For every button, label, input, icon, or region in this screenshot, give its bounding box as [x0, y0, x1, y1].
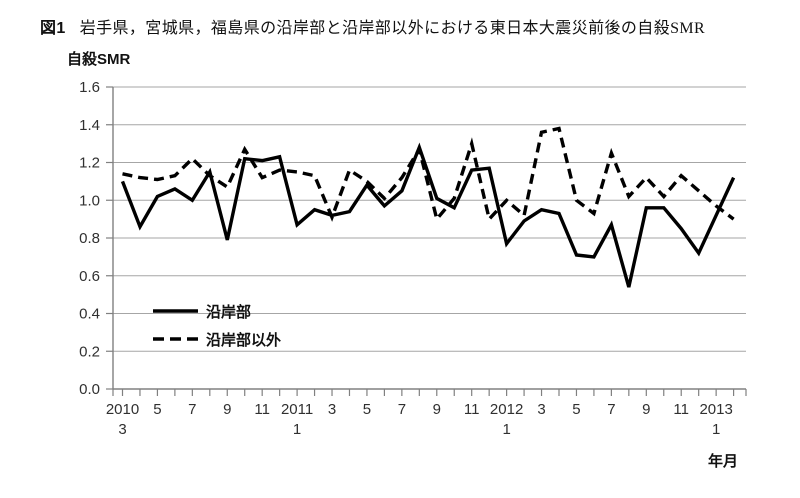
y-tick-label: 0.8 — [79, 230, 100, 247]
x-tick-label-year: 2010 — [106, 401, 139, 418]
non-coastal-series-line — [122, 126, 735, 223]
y-tick-label: 0.2 — [79, 343, 100, 360]
x-tick-label-month: 9 — [642, 401, 650, 418]
y-tick-label: 1.0 — [79, 192, 100, 209]
y-tick-label: 1.4 — [79, 117, 100, 134]
y-tick-label: 1.2 — [79, 155, 100, 172]
y-tick-label: 0.0 — [79, 381, 100, 398]
y-tick-label: 0.4 — [79, 306, 100, 323]
figure-caption: 図1 岩手県，宮城県，福島県の沿岸部と沿岸部以外における東日本大震災前後の自殺SM… — [40, 14, 790, 38]
coastal-series-line — [120, 142, 736, 288]
x-axis-title: 年月 — [708, 453, 739, 470]
x-tick-label-year: 2013 — [699, 401, 732, 418]
x-tick-label-month: 11 — [254, 401, 270, 418]
x-tick-label-month: 1 — [293, 421, 301, 438]
x-tick-label-year: 2012 — [490, 401, 523, 418]
x-tick-label-month: 9 — [433, 401, 441, 418]
x-tick-label-month: 5 — [572, 401, 580, 418]
x-tick-label-month: 3 — [118, 421, 126, 438]
legend-coastal-label: 沿岸部 — [206, 303, 251, 321]
x-tick-label-month: 5 — [363, 401, 371, 418]
x-tick-label-month: 5 — [153, 401, 161, 418]
x-tick-label-month: 7 — [188, 401, 196, 418]
x-tick-label-month: 11 — [464, 401, 480, 418]
x-tick-label-month: 9 — [223, 401, 231, 418]
figure-caption-text: 岩手県，宮城県，福島県の沿岸部と沿岸部以外における東日本大震災前後の自殺SMR — [79, 20, 706, 37]
x-tick-label-month: 7 — [398, 401, 406, 418]
y-axis-title: 自殺SMR — [67, 51, 131, 68]
x-tick-label-month: 3 — [537, 401, 545, 418]
y-tick-label: 0.6 — [79, 268, 100, 285]
legend-non-coastal-label: 沿岸部以外 — [206, 331, 281, 349]
x-tick-label-year: 2011 — [281, 401, 313, 418]
x-tick-label-month: 11 — [673, 401, 689, 418]
x-tick-label-month: 7 — [607, 401, 615, 418]
x-tick-label-month: 1 — [502, 421, 510, 438]
x-tick-label-month: 1 — [712, 421, 720, 438]
figure-number: 図1 — [40, 20, 66, 37]
x-tick-label-month: 3 — [328, 401, 336, 418]
y-tick-label: 1.6 — [79, 79, 100, 96]
